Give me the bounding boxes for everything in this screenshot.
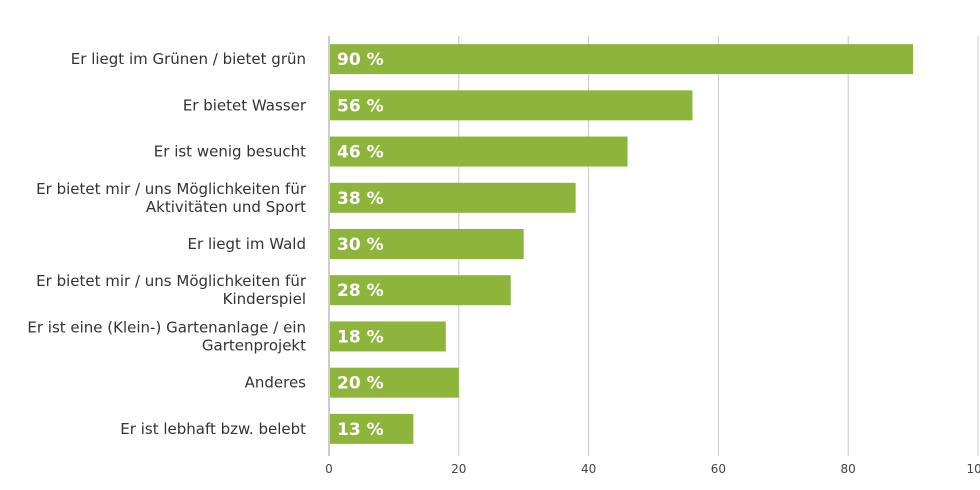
data-label: 13 % [337,420,384,440]
category-label: Er bietet mir / uns Möglichkeiten für [36,180,307,198]
x-tick-label: 0 [325,462,333,476]
category-labels: Er liegt im Grünen / bietet grün Er biete… [27,50,306,438]
data-label: 90 % [337,50,384,70]
data-label: 20 % [337,374,384,394]
category-label: Kinderspiel [223,290,306,308]
bar [330,275,511,306]
bar [330,321,446,352]
category-label: Er ist lebhaft bzw. belebt [120,420,306,438]
x-tick-label: 40 [581,462,596,476]
data-label: 38 % [337,189,384,209]
bar [330,136,628,167]
bar [330,367,459,398]
category-label: Er liegt im Wald [188,235,306,253]
category-label: Er liegt im Grünen / bietet grün [71,50,306,68]
bar [330,229,524,259]
x-tick-label: 80 [841,462,856,476]
data-label: 30 % [337,235,384,255]
category-label: Er bietet mir / uns Möglichkeiten für [36,272,307,290]
bar [330,413,414,444]
x-axis-ticks: 0 20 40 60 80 100 [325,462,980,476]
category-label: Anderes [245,374,307,392]
data-label: 28 % [337,281,384,301]
data-label: 18 % [337,327,384,347]
bar [330,90,693,121]
x-tick-label: 60 [711,462,726,476]
category-label: Er ist eine (Klein-) Gartenanlage / ein [27,318,306,336]
data-label: 46 % [337,143,384,163]
category-label: Er bietet Wasser [183,96,307,114]
category-label: Gartenprojekt [202,336,306,354]
bars: 90 % 56 % 46 % 38 % 30 % 28 % 18 % 20 % 13 % [330,44,914,444]
category-label: Aktivitäten und Sport [146,198,306,216]
bar [330,182,576,213]
data-label: 56 % [337,96,384,116]
x-tick-label: 20 [451,462,466,476]
bar [330,44,914,75]
x-tick-label: 100 [967,462,980,476]
category-label: Er ist wenig besucht [154,143,306,161]
